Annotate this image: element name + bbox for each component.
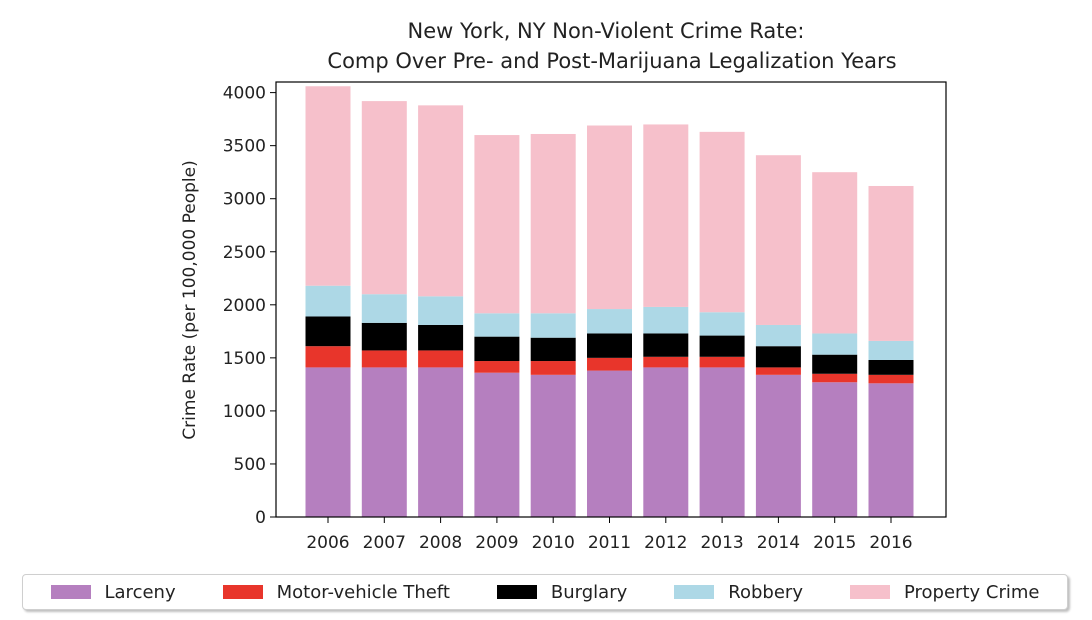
y-tick-label: 2000 <box>223 296 266 316</box>
bar-segment <box>755 155 801 325</box>
bar-segment <box>699 367 745 517</box>
bar-segment <box>643 124 689 307</box>
y-tick-label: 1500 <box>223 349 266 369</box>
bar-segment <box>643 356 689 368</box>
legend-label: Property Crime <box>904 581 1040 603</box>
chart-subtitle: Comp Over Pre- and Post-Marijuana Legali… <box>327 49 896 73</box>
bar-segment <box>305 86 351 286</box>
bar-segment <box>530 374 576 517</box>
x-axis: 2006 2007 2008 2009 2010 2011 2012 2013 2014 2015… <box>306 517 913 553</box>
bar-segment <box>474 336 520 362</box>
bar-segment <box>868 185 914 341</box>
x-tick-label: 2010 <box>532 533 575 553</box>
bar-segment <box>361 322 407 351</box>
x-tick-label: 2011 <box>588 533 631 553</box>
legend-swatch <box>222 585 263 599</box>
legend-swatch <box>50 585 91 599</box>
legend-item: Robbery <box>674 582 803 603</box>
bar-segment <box>699 335 745 357</box>
y-tick-label: 3000 <box>223 190 266 210</box>
bar-segment <box>361 350 407 368</box>
bar-segment <box>305 346 351 368</box>
bar-segment <box>530 337 576 362</box>
x-tick-label: 2008 <box>419 533 462 553</box>
bar-segment <box>755 324 801 347</box>
y-tick-label: 0 <box>255 508 266 528</box>
legend-item: Larceny <box>50 581 176 603</box>
x-tick-label: 2012 <box>644 533 687 553</box>
x-tick-label: 2006 <box>306 533 349 553</box>
bar-segment <box>418 350 464 368</box>
legend-swatch <box>496 585 537 599</box>
bar-segment <box>812 354 858 374</box>
y-tick-label: 4000 <box>223 84 266 104</box>
bar-segment <box>305 316 351 347</box>
bar-segment <box>530 133 576 314</box>
bar-segment <box>418 105 464 297</box>
x-tick-label: 2015 <box>813 533 856 553</box>
bar-segment <box>755 367 801 375</box>
x-tick-label: 2013 <box>700 533 743 553</box>
bar-segment <box>868 374 914 384</box>
legend-item: Property Crime <box>850 582 1039 603</box>
bar-segment <box>418 296 464 325</box>
y-axis: 0 500 1000 1500 2000 2500 3000 3500 4000 <box>223 84 276 528</box>
bar-segment <box>587 357 632 371</box>
chart-legend: Larceny Motor-vehicle Theft Burglary Robber… <box>22 574 1068 610</box>
y-tick-label: 500 <box>234 455 266 475</box>
bar-segment <box>868 340 914 360</box>
bar-segment <box>812 373 858 383</box>
bar-segment <box>305 285 351 317</box>
bar-segment <box>361 367 407 517</box>
bar-segment <box>587 370 632 517</box>
bar-segment <box>418 367 464 517</box>
bar-segment <box>474 361 520 373</box>
y-tick-label: 1000 <box>223 402 266 422</box>
legend-label: Motor-vehicle Theft <box>276 581 450 603</box>
bar-segment <box>868 359 914 375</box>
legend-item: Motor-vehicle Theft <box>222 581 450 603</box>
x-tick-label: 2014 <box>757 533 800 553</box>
legend-swatch <box>674 585 715 599</box>
bar-segment <box>361 294 407 323</box>
bar-segment <box>812 172 858 334</box>
legend-swatch <box>850 585 890 599</box>
x-tick-label: 2009 <box>475 533 518 553</box>
y-axis-label: Crime Rate (per 100,000 People) <box>180 160 200 439</box>
bar-segment <box>812 333 858 355</box>
bar-segment <box>868 383 914 517</box>
bar-segment <box>474 372 520 517</box>
bar-segment <box>305 367 351 517</box>
bar-segment <box>587 309 632 334</box>
legend-label: Larceny <box>104 581 176 603</box>
y-tick-label: 3500 <box>223 137 266 157</box>
bar-segment <box>643 367 689 517</box>
bar-segment <box>699 356 745 368</box>
x-tick-label: 2016 <box>869 533 912 553</box>
bar-segment <box>643 306 689 334</box>
bar-segment <box>474 313 520 337</box>
bar-segment <box>418 324 464 351</box>
bar-segment <box>699 131 745 313</box>
legend-label: Burglary <box>550 581 628 603</box>
bar-segment <box>755 346 801 368</box>
bar-segment <box>361 101 407 295</box>
chart-title: New York, NY Non-Violent Crime Rate: <box>408 19 805 43</box>
legend-item: Burglary <box>496 581 628 603</box>
bar-segment <box>530 313 576 338</box>
bar-segment <box>812 382 858 517</box>
legend-label: Robbery <box>728 581 803 603</box>
bar-segment <box>587 125 632 310</box>
bar-segment <box>755 374 801 517</box>
bar-segment <box>474 135 520 314</box>
bar-segment <box>643 333 689 357</box>
bar-segment <box>699 312 745 336</box>
bar-segment <box>530 361 576 375</box>
plot-frame <box>275 81 947 518</box>
y-tick-label: 2500 <box>223 243 266 263</box>
bar-segment <box>587 333 632 358</box>
bars-group <box>305 86 914 517</box>
x-tick-label: 2007 <box>363 533 406 553</box>
